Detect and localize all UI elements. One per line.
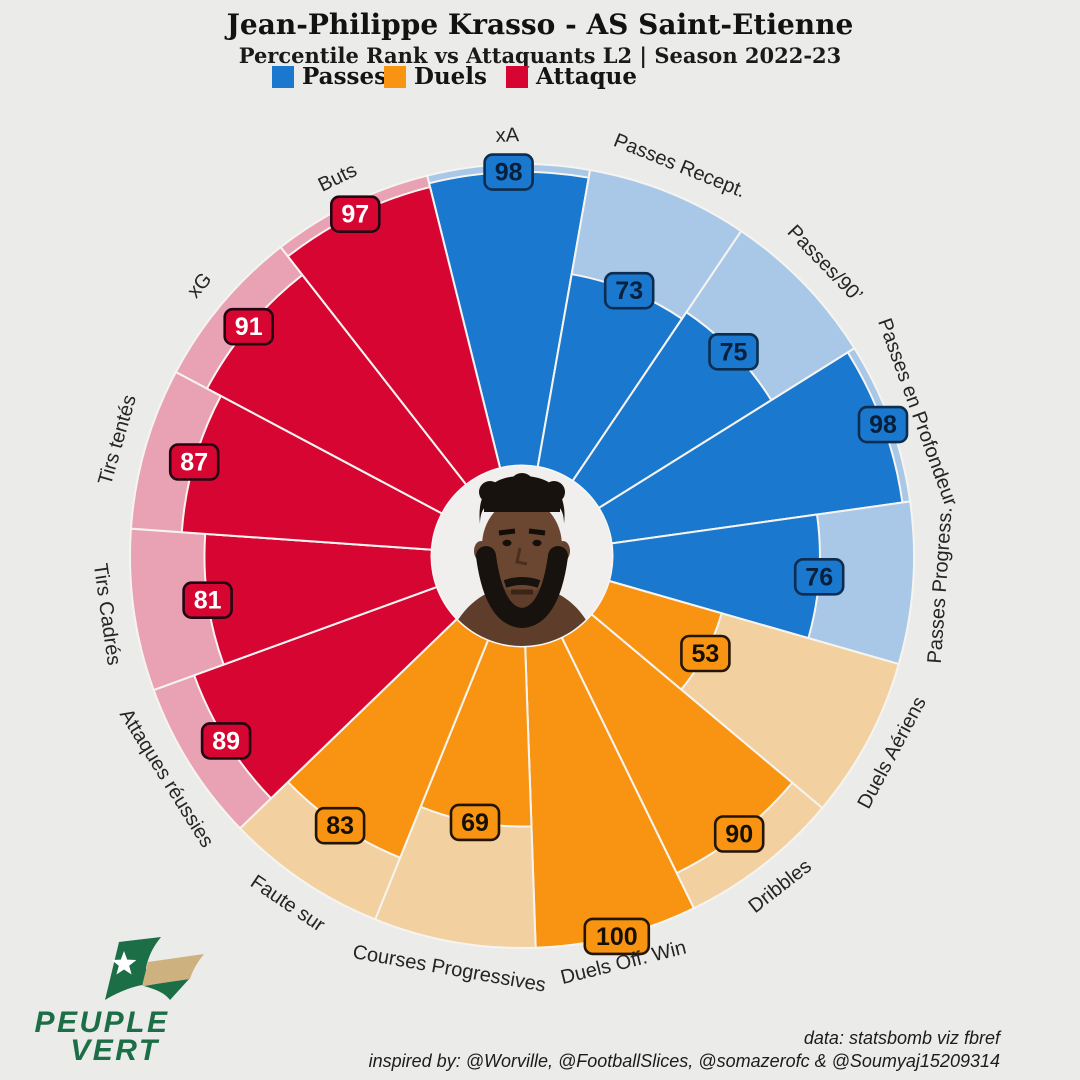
value-badge-box — [793, 557, 845, 596]
value-badge-text: 98 — [869, 411, 897, 439]
value-badge-box — [223, 307, 274, 346]
value-badge-text: 75 — [720, 338, 748, 366]
value-badge: 91 — [223, 307, 274, 346]
value-badge: 98 — [483, 153, 534, 191]
logo-gold-band — [142, 954, 204, 986]
value-badge-text: 91 — [235, 313, 263, 341]
value-badge-text: 76 — [805, 563, 833, 591]
legend-swatch — [506, 65, 528, 88]
legend-item-attaque: Attaque — [506, 63, 637, 90]
peuple-vert-logo: PEUPLE VERT — [34, 937, 204, 1067]
slice-label: Passes Progress. — [924, 506, 957, 664]
value-badge-box — [483, 153, 534, 191]
value-badge-box — [680, 634, 731, 673]
player-photo — [430, 464, 614, 648]
value-badge-text: 73 — [615, 277, 643, 305]
legend-label: Duels — [414, 63, 487, 90]
value-badge: 98 — [857, 405, 909, 444]
value-badge-text: 100 — [596, 923, 638, 951]
value-badge-box — [314, 806, 366, 845]
value-badge: 89 — [200, 722, 252, 760]
value-badge: 75 — [708, 332, 759, 371]
value-badge-box — [182, 581, 233, 620]
player-eyebrow — [528, 528, 546, 536]
value-badge-text: 97 — [341, 201, 369, 229]
legend-swatch — [384, 65, 406, 88]
value-badge: 87 — [168, 443, 220, 481]
player-eye — [502, 539, 512, 547]
credit-data-source: data: statsbomb viz fbref — [803, 1028, 1000, 1048]
player-beard — [476, 546, 568, 629]
credits: data: statsbomb viz fbref inspired by: @… — [369, 1027, 1000, 1073]
value-badge: 90 — [713, 815, 765, 853]
value-badge-box — [713, 815, 765, 853]
value-badge: 81 — [182, 581, 233, 620]
player-face — [482, 499, 562, 593]
player-eyebrow — [498, 528, 516, 536]
slice-label: xA — [495, 124, 520, 147]
value-badge: 73 — [603, 271, 655, 310]
player-hair — [543, 481, 565, 503]
legend: Passes Duels Attaque — [0, 63, 1080, 93]
value-badge-text: 89 — [212, 727, 240, 755]
value-badge: 53 — [680, 634, 731, 673]
chart-subtitle: Percentile Rank vs Attaquants L2 | Seaso… — [238, 43, 842, 68]
logo-text-line2: VERT — [70, 1034, 160, 1067]
slice-label: Tirs Cadrés — [89, 562, 125, 667]
value-badge-box — [583, 917, 651, 956]
value-badge-box — [603, 271, 655, 310]
value-badge-box — [857, 405, 909, 444]
legend-label: Attaque — [536, 63, 638, 90]
chart-title: Jean-Philippe Krasso - AS Saint-Etienne — [226, 8, 854, 41]
logo-text-line1: PEUPLE — [34, 1006, 169, 1039]
value-badge: 100 — [583, 917, 651, 956]
pizza-wedges — [129, 163, 915, 949]
slice-label: xG — [183, 269, 216, 303]
logo-flag — [105, 937, 161, 1000]
player-hair — [510, 473, 534, 497]
value-badge-box — [708, 332, 759, 371]
legend-label: Passes — [302, 63, 388, 90]
slice-label: Tirs tentés — [94, 392, 141, 487]
value-badge: 76 — [793, 557, 845, 596]
value-badge-box — [329, 195, 381, 233]
value-badge-box — [449, 803, 501, 842]
value-badge-text: 53 — [691, 640, 719, 668]
value-badge-text: 81 — [194, 587, 222, 615]
value-badge-text: 87 — [180, 449, 208, 477]
value-badge-text: 83 — [326, 812, 354, 840]
legend-item-duels: Duels — [384, 63, 487, 90]
credit-inspired-by: inspired by: @Worville, @FootballSlices,… — [368, 1051, 1000, 1071]
player-hair — [479, 481, 501, 503]
value-badge-text: 98 — [495, 159, 523, 187]
legend-swatch — [272, 65, 294, 88]
slice-label: Buts — [315, 159, 361, 196]
slice-label: Courses Progressives — [351, 941, 547, 997]
star-icon — [111, 951, 137, 975]
value-badge: 83 — [314, 806, 366, 845]
value-badge: 97 — [329, 195, 381, 233]
value-badge: 69 — [449, 803, 501, 842]
player-hairline — [484, 500, 560, 512]
value-badge-box — [168, 443, 220, 481]
value-badge-box — [200, 722, 252, 760]
value-badge-text: 90 — [725, 821, 753, 849]
value-badge-text: 69 — [461, 809, 489, 837]
player-eye — [532, 539, 542, 547]
player-mustache — [503, 577, 541, 588]
legend-item-passes: Passes — [272, 63, 387, 90]
logo-flag-tail — [144, 978, 190, 1000]
player-nose — [515, 547, 528, 566]
